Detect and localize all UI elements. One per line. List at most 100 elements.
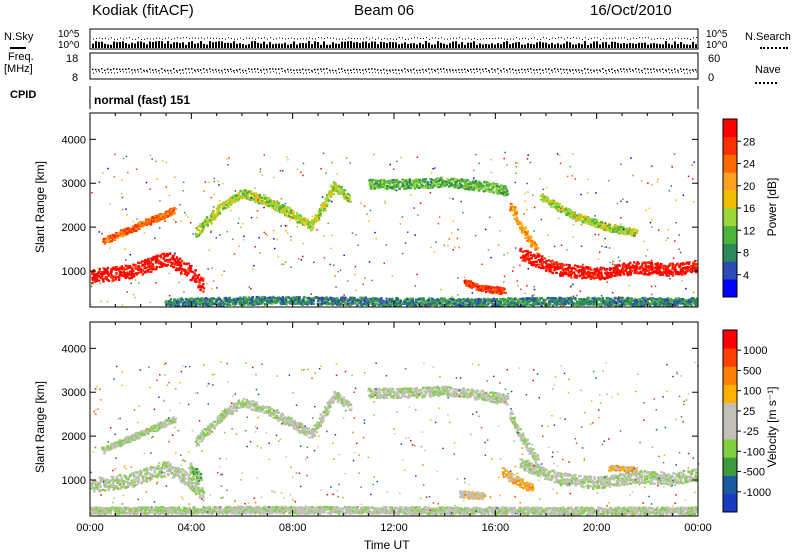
- nsky-trace: [638, 42, 640, 48]
- nave-trace: [99, 71, 100, 73]
- freq-trace: [125, 68, 127, 70]
- nsky-trace: [98, 41, 100, 48]
- nsky-trace: [152, 42, 154, 48]
- heatmap-cell: [383, 179, 386, 182]
- nsearch-trace: [615, 37, 616, 39]
- freq-trace: [167, 69, 169, 72]
- nsky-trace: [371, 41, 373, 48]
- freq-trace: [476, 68, 478, 70]
- heatmap-cell: [202, 290, 205, 293]
- freq-trace: [425, 69, 427, 71]
- nsky-trace: [641, 42, 643, 48]
- nsky-trace: [452, 41, 454, 48]
- nsearch-trace: [549, 38, 550, 40]
- freq-trace: [119, 68, 121, 71]
- heatmap-cell: [519, 249, 522, 252]
- nsky-trace: [158, 41, 160, 48]
- nsearch-trace: [636, 38, 637, 39]
- heatmap-cell: [520, 247, 523, 250]
- heatmap-cell: [504, 192, 508, 195]
- freq-trace: [263, 68, 265, 71]
- nsky-trace: [179, 43, 181, 48]
- heatmap-cell: [163, 215, 166, 218]
- heatmap-cell: [619, 232, 622, 235]
- heatmap-cell: [95, 278, 99, 281]
- heatmap-cell: [694, 264, 697, 267]
- heatmap-cell: [540, 257, 544, 260]
- freq-trace: [605, 69, 607, 72]
- heatmap-cell: [317, 219, 321, 222]
- nave-trace: [336, 72, 337, 74]
- nsearch-trace: [252, 37, 253, 39]
- heatmap-cell: [586, 216, 589, 219]
- heatmap-cell: [173, 207, 176, 210]
- nsky-trace: [251, 41, 253, 48]
- nsky-trace: [257, 42, 259, 48]
- freq-trace: [299, 69, 301, 71]
- heatmap-cell: [567, 266, 571, 269]
- nave-trace: [123, 71, 124, 73]
- nsky-trace: [482, 44, 484, 48]
- param-panels: [89, 28, 699, 109]
- nsearch-trace: [180, 37, 181, 39]
- nave-trace: [318, 72, 319, 74]
- nsearch-trace: [456, 37, 457, 39]
- heatmap-cell: [266, 301, 269, 304]
- heatmap-cell: [233, 200, 236, 203]
- nave-trace: [630, 71, 631, 73]
- nave-trace: [591, 72, 592, 74]
- heatmap-cell: [169, 252, 172, 255]
- nsky-trace: [512, 43, 514, 48]
- nave-trace: [657, 71, 658, 73]
- heatmap-cell: [299, 299, 303, 302]
- heatmap-cell: [529, 251, 532, 254]
- nsearch-trace: [360, 38, 361, 40]
- heatmap-cell: [406, 297, 409, 300]
- heatmap-cell: [652, 270, 656, 274]
- freq-label-1: Freq.: [8, 51, 34, 63]
- nave-trace: [354, 72, 355, 74]
- nsky-trace: [542, 42, 544, 48]
- heatmap-cell: [330, 192, 333, 195]
- nsearch-trace: [561, 37, 562, 39]
- nave-trace: [696, 71, 697, 73]
- heatmap-cell: [101, 274, 104, 277]
- freq-trace: [422, 68, 424, 71]
- heatmap-cell: [686, 268, 690, 272]
- heatmap-cell: [502, 291, 505, 294]
- heatmap-cell: [382, 299, 385, 302]
- freq-trace: [530, 68, 532, 70]
- heatmap-cell: [106, 271, 109, 274]
- heatmap-cell: [549, 269, 552, 272]
- heatmap-cell: [573, 264, 577, 267]
- heatmap-cell: [251, 192, 255, 195]
- heatmap-cell: [509, 207, 512, 210]
- heatmap-cell: [626, 273, 630, 276]
- nave-trace: [519, 71, 520, 73]
- nsky-trace: [254, 41, 256, 48]
- heatmap-cell: [308, 301, 311, 304]
- heatmap-cell: [122, 232, 125, 235]
- heatmap-cell: [648, 273, 651, 276]
- nsearch-trace: [693, 37, 694, 39]
- heatmap-cell: [514, 212, 517, 215]
- nave-trace: [165, 71, 166, 73]
- freq-trace: [188, 68, 190, 70]
- heatmap-cell: [101, 277, 104, 280]
- nave-trace: [366, 71, 367, 73]
- freq-trace: [569, 69, 571, 71]
- freq-trace: [251, 68, 253, 71]
- nsky-trace: [620, 43, 622, 48]
- nave-trace: [171, 72, 172, 74]
- heatmap-cell: [492, 191, 496, 194]
- nsky-trace: [218, 41, 220, 48]
- nsky-trace: [242, 44, 244, 48]
- heatmap-cell: [544, 198, 547, 201]
- heatmap-cell: [399, 300, 403, 303]
- nsky-trace: [587, 45, 589, 48]
- freq-trace: [356, 68, 358, 71]
- heatmap-cell: [157, 218, 161, 221]
- nsearch-trace: [684, 37, 685, 39]
- heatmap-cell: [299, 216, 303, 220]
- heatmap-cell: [98, 271, 101, 274]
